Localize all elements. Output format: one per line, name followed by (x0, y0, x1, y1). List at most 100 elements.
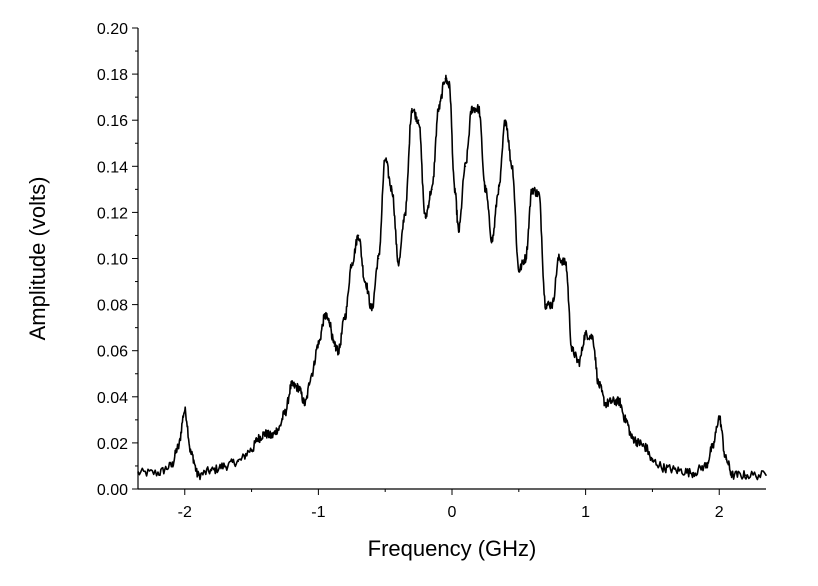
data-point (417, 119, 420, 121)
x-axis: -2 -1 0 1 2 (178, 489, 724, 521)
y-tick-label: 0.02 (97, 436, 128, 453)
data-point (328, 319, 330, 322)
data-point (591, 336, 594, 338)
data-point (745, 474, 747, 476)
data-point (504, 119, 507, 121)
data-point (210, 469, 213, 472)
data-point (270, 435, 273, 437)
data-point (170, 465, 173, 467)
data-point (424, 216, 427, 218)
data-point (337, 349, 340, 352)
x-axis-title: Frequency (GHz) (368, 536, 537, 561)
data-point (611, 400, 614, 403)
data-point (558, 257, 560, 260)
data-point (457, 230, 460, 232)
data-point (518, 269, 520, 271)
data-point (344, 315, 346, 317)
data-point (431, 188, 433, 191)
x-tick-label: 1 (581, 504, 590, 521)
data-point (631, 437, 634, 440)
data-point (333, 345, 336, 347)
x-tick-label: -2 (178, 504, 192, 521)
data-point (538, 193, 540, 195)
data-point (638, 442, 640, 444)
series-layer (137, 74, 767, 481)
data-point (437, 107, 440, 110)
data-point (324, 315, 326, 317)
data-point (250, 449, 253, 451)
data-point (497, 188, 500, 191)
data-point (531, 188, 533, 191)
data-point (264, 432, 266, 435)
y-tick-label: 0.04 (97, 390, 128, 407)
data-point (471, 107, 473, 110)
data-point (224, 465, 226, 467)
data-point (404, 211, 407, 214)
data-point (377, 257, 380, 260)
data-point (297, 386, 300, 389)
data-point (664, 467, 667, 470)
data-point (397, 262, 400, 264)
data-point (765, 474, 767, 476)
data-point (711, 446, 714, 449)
data-point (484, 188, 487, 191)
y-tick-label: 0.12 (97, 205, 128, 222)
data-point (571, 349, 574, 352)
x-tick-label: 0 (448, 504, 457, 521)
data-point (350, 262, 353, 264)
y-tick-label: 0.00 (97, 482, 128, 499)
y-tick-label: 0.18 (97, 67, 128, 84)
y-axis: 0.00 0.02 0.04 0.06 0.08 0.10 0.12 0.14 0.16 0.18… (97, 21, 138, 499)
data-point (197, 474, 199, 476)
plot-frame (137, 28, 766, 490)
data-point (544, 303, 547, 306)
data-point (290, 384, 293, 387)
data-point (511, 165, 513, 168)
data-point (584, 333, 587, 336)
y-tick-label: 0.10 (97, 252, 128, 269)
data-point (277, 428, 280, 430)
data-point (644, 446, 647, 449)
data-point (391, 188, 393, 191)
data-point (578, 361, 580, 364)
data-point (624, 419, 627, 421)
data-point (604, 402, 607, 405)
data-point (317, 342, 320, 345)
data-point (731, 474, 734, 476)
x-tick-label: 2 (715, 504, 724, 521)
data-point (371, 308, 373, 311)
data-point (177, 446, 179, 449)
data-point (384, 158, 386, 161)
data-point (618, 400, 620, 403)
data-point (725, 458, 727, 460)
data-point (237, 460, 240, 463)
y-tick-label: 0.16 (97, 113, 128, 130)
data-point (137, 472, 139, 474)
data-point (157, 472, 159, 474)
data-point (357, 234, 360, 237)
data-point (691, 472, 694, 474)
data-point (190, 453, 193, 456)
data-point (718, 416, 721, 419)
data-point (705, 465, 707, 467)
x-tick-label: -1 (311, 504, 325, 521)
data-point (598, 384, 600, 387)
data-point (491, 239, 493, 241)
data-point (551, 303, 554, 306)
series-line (137, 74, 767, 481)
data-point (364, 280, 366, 283)
data-point (564, 262, 567, 264)
data-point (310, 372, 313, 375)
data-point (411, 107, 413, 110)
data-point (477, 107, 480, 110)
data-point (524, 257, 527, 260)
data-point (444, 77, 447, 80)
data-point (183, 409, 186, 412)
data-point (651, 460, 654, 463)
y-tick-label: 0.08 (97, 298, 128, 315)
data-point (448, 84, 451, 87)
data-point (678, 469, 680, 472)
data-point (304, 402, 306, 405)
y-tick-label: 0.06 (97, 344, 128, 361)
